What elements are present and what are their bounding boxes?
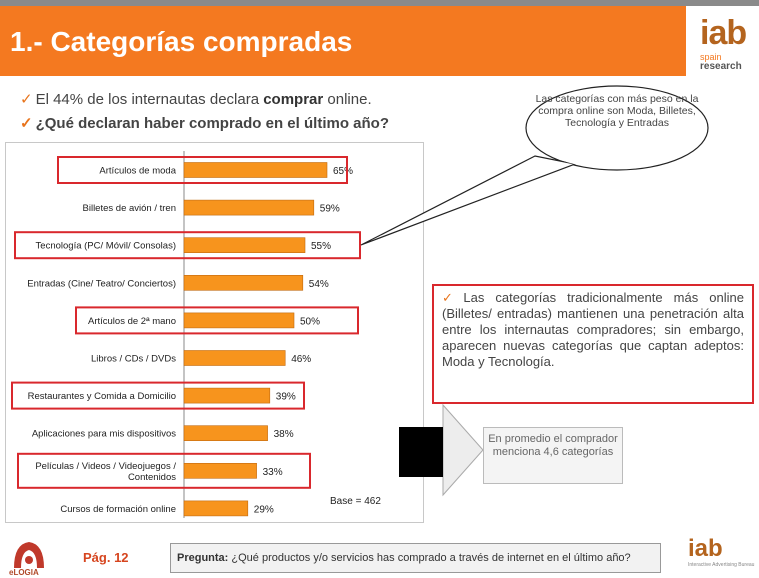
footer-iab-logo: iab <box>688 535 723 562</box>
insight-callout: ✓ Las categorías tradicionalmente más onl… <box>432 284 754 404</box>
bullet-comprar: ✓ El 44% de los internautas declara compr… <box>20 90 372 108</box>
data-label: 50% <box>300 316 320 327</box>
elogia-logo <box>14 542 44 568</box>
bullet-1-post: online. <box>323 91 372 108</box>
data-label: 54% <box>309 279 329 290</box>
footer-iab-sub: Interactive Advertising Bureau <box>688 562 755 568</box>
page-number: Pág. 12 <box>83 550 129 565</box>
iab-logo-sub-spain: spain <box>700 52 722 62</box>
category-label: Restaurantes y Comida a Domicilio <box>28 391 176 402</box>
iab-logo <box>686 6 759 78</box>
bullet-2-text: ¿Qué declaran haber comprado en el últim… <box>35 115 389 132</box>
highlight-box <box>17 452 311 489</box>
bullet-1-bold: comprar <box>263 91 324 108</box>
category-label: Películas / Videos / Videojuegos / Conten… <box>35 461 176 483</box>
bar-chart: 65% Artículos de moda 59% Billetes de avión… <box>11 151 361 518</box>
highlight-box <box>14 231 361 260</box>
chart-panel: 65% Artículos de moda 59% Billetes de avión… <box>5 142 424 523</box>
highlight-box <box>57 156 348 184</box>
insight-text: Las categorías tradicionalmente más onli… <box>442 290 744 369</box>
question-text: ¿Qué productos y/o servicios has comprad… <box>228 552 631 564</box>
speech-bubble-text: Las categorías con más peso en la compra… <box>535 93 699 129</box>
iab-logo-sub-research: research <box>700 61 742 72</box>
bar <box>183 275 304 291</box>
question-box: Pregunta: ¿Qué productos y/o servicios h… <box>170 543 661 573</box>
bar <box>183 237 306 253</box>
data-label: 29% <box>254 504 274 515</box>
top-strip <box>0 0 759 6</box>
data-label: 46% <box>291 354 311 365</box>
category-label: Entradas (Cine/ Teatro/ Conciertos) <box>27 278 176 289</box>
category-label: Billetes de avión / tren <box>83 203 176 214</box>
elogia-logo-text: eLOGIA <box>9 568 39 577</box>
category-label: Artículos de 2ª mano <box>88 316 176 327</box>
check-icon: ✓ <box>20 115 33 132</box>
category-label: Aplicaciones para mis dispositivos <box>32 429 176 440</box>
bar <box>183 462 257 479</box>
bar <box>183 162 328 178</box>
base-label: Base = 462 <box>330 496 381 507</box>
data-label: 38% <box>274 429 294 440</box>
category-label: Libros / CDs / DVDs <box>91 354 176 365</box>
page-title: 1.- Categorías compradas <box>10 26 353 57</box>
bar <box>183 312 295 329</box>
data-label: 39% <box>276 392 296 403</box>
bar <box>183 199 315 216</box>
question-label: Pregunta: <box>177 552 229 564</box>
data-label: 55% <box>311 241 331 252</box>
category-label: Tecnología (PC/ Móvil/ Consolas) <box>36 241 176 252</box>
data-label: 33% <box>263 467 283 478</box>
data-label: 65% <box>333 166 353 177</box>
bar <box>183 425 268 442</box>
check-icon: ✓ <box>20 91 33 108</box>
highlight-box <box>11 381 305 410</box>
header-band <box>0 6 690 76</box>
black-square <box>399 427 443 477</box>
bar <box>183 500 249 517</box>
highlight-box <box>75 306 359 335</box>
bar <box>183 350 286 366</box>
average-box: En promedio el comprador menciona 4,6 ca… <box>483 427 623 484</box>
data-label: 59% <box>320 204 340 215</box>
bullet-1-pre: El 44% de los internautas declara <box>35 91 264 108</box>
check-icon: ✓ <box>442 290 461 305</box>
bar <box>183 387 271 404</box>
iab-logo-text: iab <box>700 14 747 52</box>
category-label: Cursos de formación online <box>60 504 176 515</box>
bullet-question: ✓ ¿Qué declaran haber comprado en el últi… <box>20 114 389 132</box>
category-label: Artículos de moda <box>99 166 176 177</box>
